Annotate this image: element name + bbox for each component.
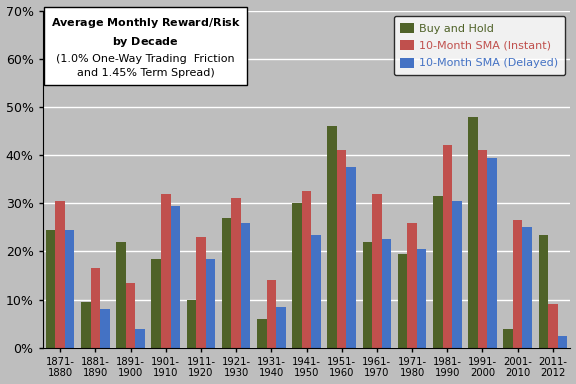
Bar (487, 157, 497, 348)
Bar (292, 203, 302, 348)
Bar (503, 329, 513, 348)
Bar (311, 235, 321, 348)
Bar (363, 242, 372, 348)
Bar (170, 206, 180, 348)
Bar (452, 201, 461, 348)
Bar (267, 280, 276, 348)
Bar (513, 220, 522, 348)
Text: $\mathbf{Average\ Monthly\ Reward/Risk}$
$\mathbf{by\ Decade}$
(1.0% One-Way Tra: $\mathbf{Average\ Monthly\ Reward/Risk}$… (51, 16, 241, 78)
Bar (196, 237, 206, 348)
Bar (81, 302, 90, 348)
Bar (382, 239, 391, 348)
Bar (398, 254, 407, 348)
Bar (302, 191, 311, 348)
Bar (372, 194, 382, 348)
Bar (100, 309, 109, 348)
Bar (337, 150, 346, 348)
Bar (407, 223, 417, 348)
Bar (276, 307, 286, 348)
Bar (55, 201, 65, 348)
Bar (116, 242, 126, 348)
Bar (241, 223, 251, 348)
Bar (206, 259, 215, 348)
Bar (126, 283, 135, 348)
Bar (187, 300, 196, 348)
Bar (222, 218, 232, 348)
Bar (161, 194, 170, 348)
Bar (257, 319, 267, 348)
Bar (232, 199, 241, 348)
Bar (522, 227, 532, 348)
Bar (539, 235, 548, 348)
Bar (90, 268, 100, 348)
Bar (442, 146, 452, 348)
Legend: Buy and Hold, 10-Month SMA (Instant), 10-Month SMA (Delayed): Buy and Hold, 10-Month SMA (Instant), 10… (393, 16, 565, 75)
Bar (548, 305, 558, 348)
Bar (151, 259, 161, 348)
Bar (346, 167, 356, 348)
Bar (417, 249, 426, 348)
Bar (327, 126, 337, 348)
Bar (558, 336, 567, 348)
Bar (468, 117, 478, 348)
Bar (478, 150, 487, 348)
Bar (135, 329, 145, 348)
Bar (433, 196, 442, 348)
Bar (65, 230, 74, 348)
Bar (46, 230, 55, 348)
